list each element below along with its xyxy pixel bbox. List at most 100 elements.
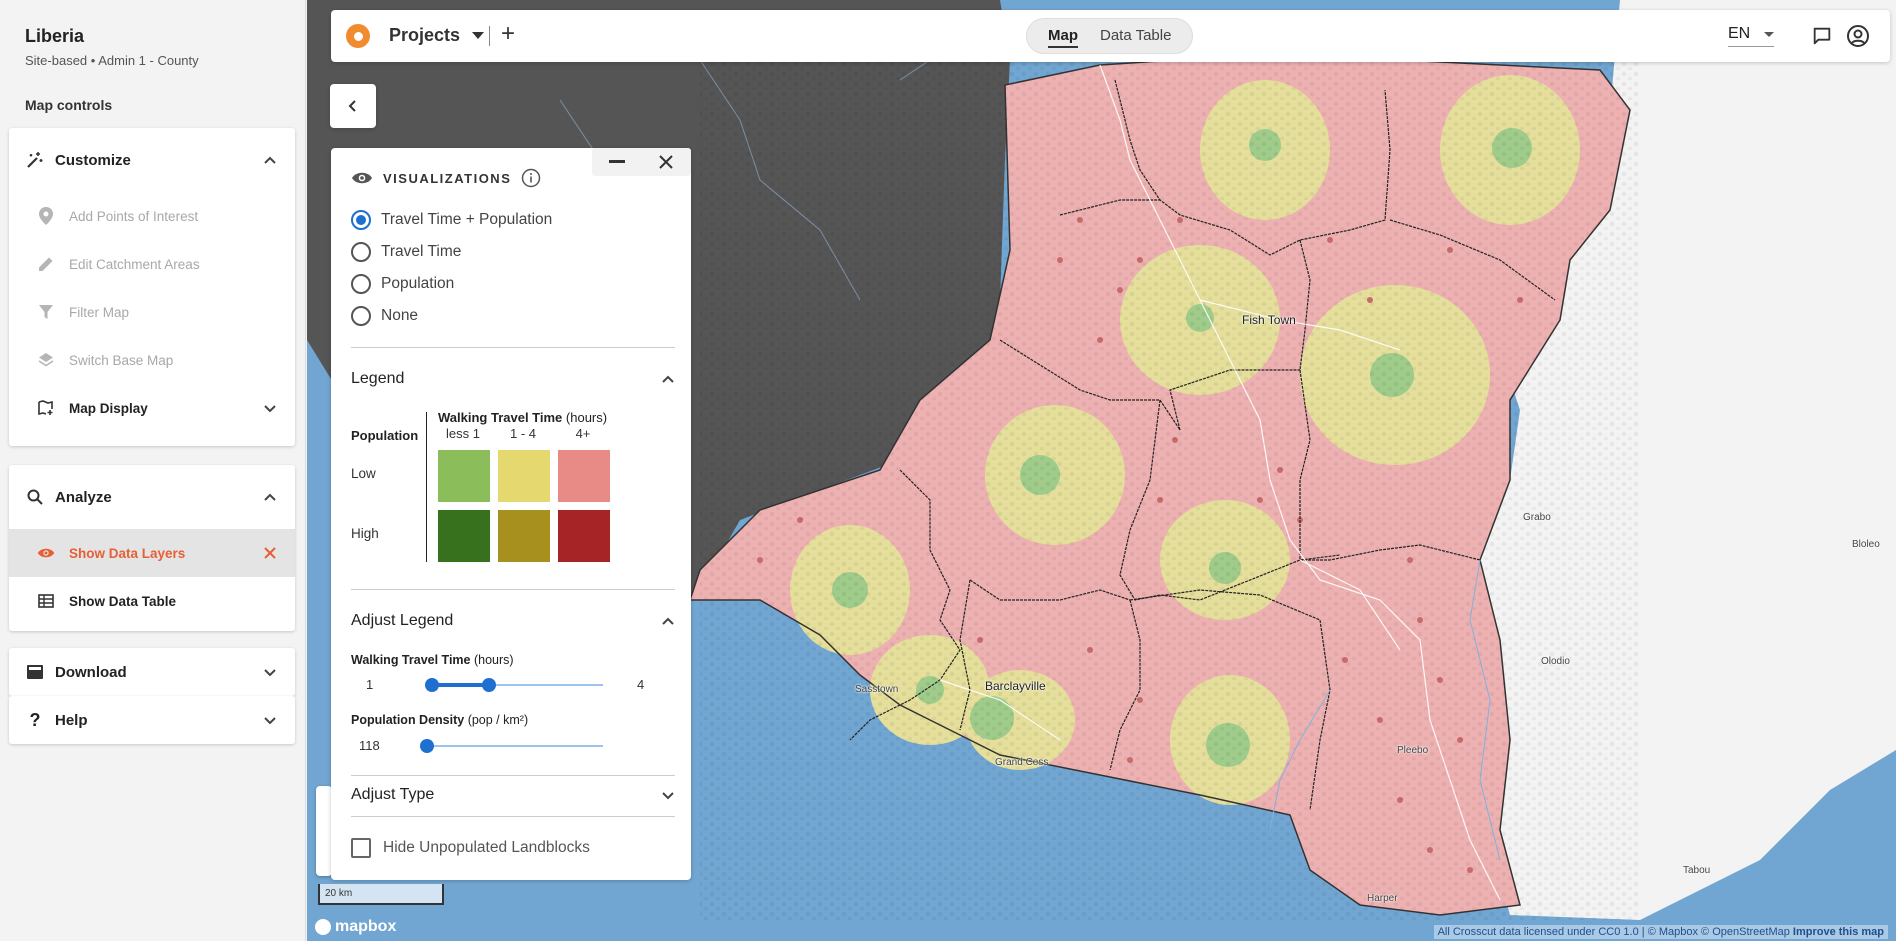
travel-time-max-value: 4 [637, 677, 645, 692]
tab-map[interactable]: Map [1037, 19, 1089, 53]
radio[interactable] [351, 242, 371, 262]
feedback-icon[interactable] [1810, 24, 1834, 48]
minimize-button[interactable] [592, 148, 642, 176]
legend-col-label: 4+ [575, 426, 591, 441]
view-toggle: Map Data Table [1026, 18, 1194, 54]
info-icon[interactable] [521, 168, 541, 188]
customize-card: Customize Add Points of Interest Edit Ca… [9, 128, 295, 446]
table-icon [37, 592, 55, 610]
account-icon[interactable] [1846, 24, 1870, 48]
customize-header[interactable]: Customize [9, 128, 295, 192]
switch-base-map-item[interactable]: Switch Base Map [9, 336, 295, 384]
project-title: Liberia [25, 26, 85, 46]
map-display-item[interactable]: Map Display [9, 384, 295, 432]
map-svg[interactable] [307, 0, 1896, 941]
radio[interactable] [351, 274, 371, 294]
legend-swatch-high-less1 [438, 510, 490, 562]
mapbox-logo[interactable]: mapbox [315, 918, 396, 936]
roads [939, 64, 1501, 901]
radio-selected[interactable] [351, 210, 371, 230]
option-travel-time-population[interactable]: Travel Time + Population [351, 210, 552, 230]
projects-dropdown[interactable]: Projects [389, 25, 485, 46]
divider [489, 26, 490, 46]
travel-time-slider-fill [431, 683, 489, 687]
travel-time-slider-track[interactable] [431, 684, 603, 686]
travel-time-slider-title: Walking Travel Time (hours) [351, 653, 514, 667]
chevron-down-icon [264, 669, 276, 677]
question-icon: ? [29, 709, 41, 730]
travel-time-slider-max-thumb[interactable] [482, 678, 496, 692]
add-project-button[interactable]: + [501, 20, 516, 47]
visualizations-panel: VISUALIZATIONS Travel Time + Population … [331, 148, 691, 880]
improve-map-link[interactable]: Improve this map [1792, 926, 1884, 938]
hide-unpopulated-checkbox[interactable] [351, 838, 371, 858]
map-controls-heading: Map controls [25, 97, 113, 113]
legend-axis [426, 412, 427, 562]
adjust-type-section-header[interactable]: Adjust Type [351, 786, 675, 804]
download-header[interactable]: Download [9, 648, 295, 696]
legend-swatch-high-1-4 [498, 510, 550, 562]
close-icon[interactable] [263, 546, 277, 560]
tab-data-table[interactable]: Data Table [1100, 27, 1172, 44]
show-data-table-item[interactable]: Show Data Table [9, 577, 295, 625]
place-pleebo: Pleebo [1397, 745, 1429, 756]
place-olodio: Olodio [1541, 656, 1570, 667]
project-subtitle: Site-based • Admin 1 - County [25, 53, 199, 68]
sidebar: Liberia Site-based • Admin 1 - County Ma… [0, 0, 306, 941]
population-density-slider-thumb[interactable] [420, 739, 434, 753]
option-population[interactable]: Population [351, 274, 454, 294]
show-data-layers-item[interactable]: Show Data Layers [9, 529, 295, 577]
divider [351, 816, 675, 817]
legend-section-header[interactable]: Legend [351, 370, 675, 388]
place-fish-town: Fish Town [1242, 313, 1296, 327]
download-card: Download [9, 648, 295, 696]
app-logo-icon[interactable] [346, 24, 370, 48]
chevron-down-icon [472, 32, 485, 39]
hide-unpopulated-checkbox-row[interactable]: Hide Unpopulated Landblocks [351, 838, 590, 858]
collapse-panel-button[interactable] [330, 84, 376, 128]
eye-icon [352, 172, 372, 184]
legend-swatch-low-1-4 [498, 450, 550, 502]
mapbox-logo-icon [315, 919, 331, 935]
legend-col-label: 1 - 4 [509, 426, 536, 441]
legend-swatch-high-4plus [558, 510, 610, 562]
place-barclayville: Barclayville [985, 679, 1046, 693]
edit-catchment-areas-item[interactable]: Edit Catchment Areas [9, 240, 295, 288]
map-display-icon [37, 399, 55, 417]
divider [351, 347, 675, 348]
radio[interactable] [351, 306, 371, 326]
option-none[interactable]: None [351, 306, 418, 326]
filter-icon [37, 303, 55, 321]
county-borders [849, 79, 1556, 811]
liberia-outline [688, 54, 1631, 916]
add-points-of-interest-item[interactable]: Add Points of Interest [9, 192, 295, 240]
option-travel-time[interactable]: Travel Time [351, 242, 461, 262]
chevron-left-icon [348, 100, 356, 112]
legend-swatch-low-4plus [558, 450, 610, 502]
divider [351, 775, 675, 776]
adjust-legend-section-header[interactable]: Adjust Legend [351, 612, 675, 630]
legend-swatch-low-less1 [438, 450, 490, 502]
zoom-control[interactable] [316, 786, 332, 876]
legend-travel-title: Walking Travel Time (hours) [438, 410, 608, 425]
population-density-slider-track[interactable] [427, 745, 603, 747]
eye-icon [37, 544, 55, 562]
analyze-card: Analyze Show Data Layers Show Data Table [9, 465, 295, 631]
analyze-header[interactable]: Analyze [9, 465, 295, 529]
map-canvas[interactable]: Fish Town Barclayville Sasstown Grand Ce… [307, 0, 1896, 941]
search-icon [25, 487, 45, 507]
place-grabo: Grabo [1523, 512, 1551, 523]
chevron-down-icon [1764, 31, 1775, 37]
close-panel-button[interactable] [642, 148, 692, 176]
panel-title: VISUALIZATIONS [383, 170, 512, 186]
place-grand-cess: Grand Cess [995, 757, 1049, 768]
filter-map-item[interactable]: Filter Map [9, 288, 295, 336]
chevron-up-icon [662, 617, 674, 625]
help-header[interactable]: ? Help [9, 696, 295, 744]
chevron-down-icon [662, 792, 674, 800]
language-select[interactable]: EN [1728, 25, 1775, 47]
travel-time-slider-min-thumb[interactable] [425, 678, 439, 692]
divider [351, 589, 675, 590]
top-bar: Projects + Map Data Table EN [331, 10, 1890, 62]
